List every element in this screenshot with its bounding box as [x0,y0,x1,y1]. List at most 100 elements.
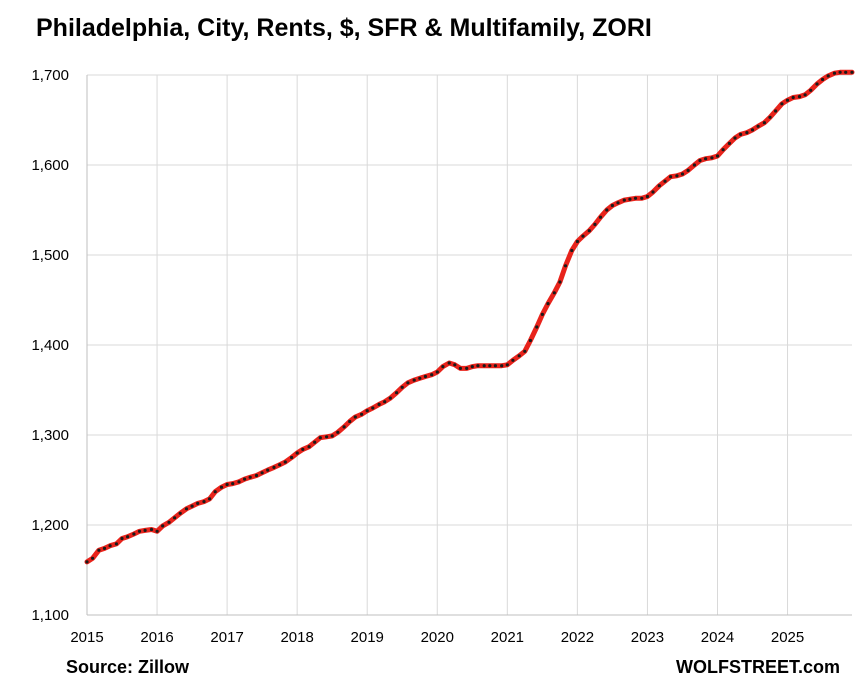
data-point [482,364,486,368]
x-tick-label: 2017 [210,629,243,646]
data-point [535,325,539,329]
data-point [546,302,550,306]
data-point [791,95,795,100]
data-point [360,412,364,416]
data-point [570,248,574,253]
data-point [739,132,743,136]
data-point [832,71,837,75]
data-point [523,349,527,353]
data-point [178,511,182,515]
data-point [132,532,136,536]
data-point [295,451,299,455]
x-tick-label: 2023 [631,629,664,646]
data-point [143,528,147,533]
data-point [336,430,340,434]
data-point [453,363,457,367]
data-point [727,141,732,145]
data-point [809,88,813,92]
y-tick-label: 1,400 [31,337,69,354]
data-point [616,201,620,205]
data-point [844,70,848,74]
y-tick-label: 1,500 [31,247,69,264]
data-point [598,215,603,219]
x-tick-label: 2022 [561,629,594,646]
data-point [348,419,352,424]
data-point [318,436,322,440]
data-point [435,370,439,374]
source-note: Source: Zillow [66,657,190,677]
data-point [137,529,142,533]
data-point [756,124,760,128]
data-point [97,548,101,552]
data-point [821,77,825,82]
data-point [686,168,690,172]
x-tick-label: 2016 [140,629,173,646]
data-point [225,482,229,487]
data-point [493,364,497,368]
axis-layer [86,75,852,616]
data-point [470,365,474,369]
data-point [395,391,399,395]
data-point [412,378,416,382]
data-point [517,354,521,358]
data-point [126,535,130,539]
data-point [704,157,708,161]
data-point [173,516,177,520]
data-point [797,95,802,99]
y-tick-label: 1,700 [31,67,69,84]
data-point [313,440,317,444]
data-point [605,208,609,212]
data-point [260,471,264,475]
data-point [826,74,830,78]
data-point [563,264,568,268]
y-tick-label: 1,200 [31,517,69,534]
x-tick-label: 2019 [351,629,384,646]
data-point [785,98,790,102]
data-point [418,376,422,380]
data-point [91,556,95,560]
data-point [353,415,357,419]
data-point [762,121,767,125]
data-point [593,222,597,226]
data-point [575,239,580,244]
tick-labels: 1,100 1,200 1,300 1,400 1,500 1,600 1,700 2015 2… [31,67,804,646]
x-tick-label: 2025 [771,629,804,646]
data-point [430,373,434,377]
data-point [680,172,685,176]
data-point [768,115,772,119]
data-point [663,179,667,183]
chart-title: Philadelphia, City, Rents, $, SFR & Mult… [36,14,652,42]
y-tick-label: 1,600 [31,157,69,174]
series-line [84,69,855,565]
data-point [447,361,451,365]
data-point [441,365,445,369]
data-point [774,109,778,113]
data-point [388,396,392,400]
data-point [102,546,107,551]
data-point [290,455,294,460]
data-point [675,174,679,178]
data-point [610,203,615,208]
data-point [342,425,346,429]
data-point [465,366,469,370]
data-point [301,447,305,451]
grid-layer [87,74,852,615]
data-point [114,542,118,546]
data-point [733,136,737,140]
y-tick-label: 1,300 [31,427,69,444]
data-point [651,190,655,194]
data-point [406,381,410,385]
data-point [458,366,462,370]
data-point [202,500,206,504]
data-point [815,82,819,86]
data-point [633,196,638,200]
series-layer [84,69,855,565]
data-point [383,400,387,404]
data-point [248,475,252,479]
data-point [423,374,427,379]
x-tick-label: 2015 [70,629,103,646]
data-point [330,434,334,438]
data-point [715,154,720,158]
data-point [780,102,784,106]
